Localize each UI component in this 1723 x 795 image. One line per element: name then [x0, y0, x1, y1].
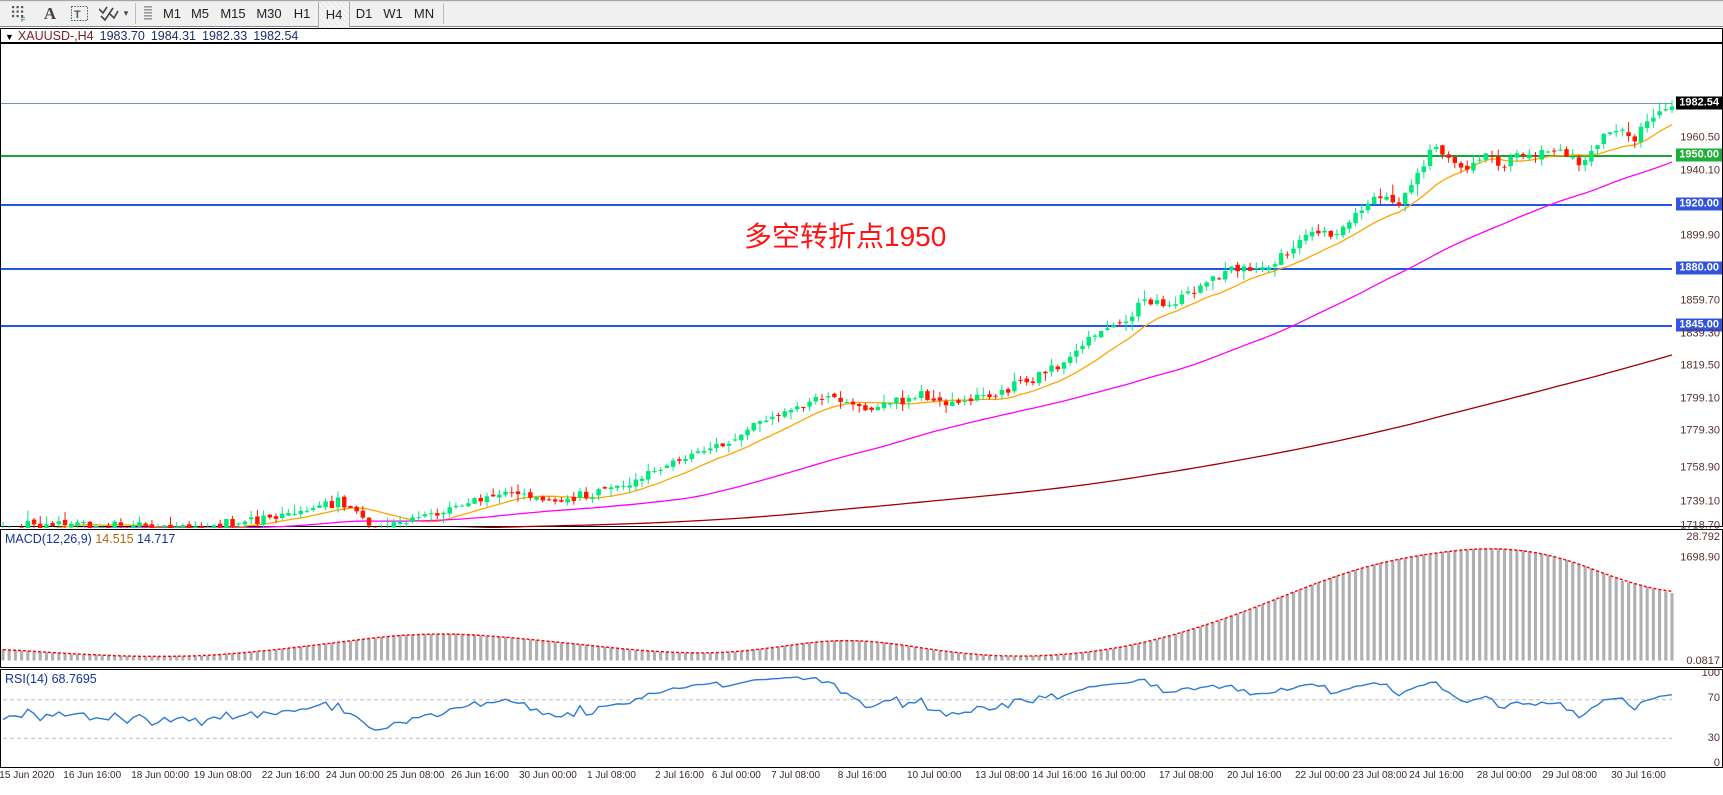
- svg-text:F: F: [21, 17, 25, 22]
- svg-text:T: T: [74, 9, 81, 21]
